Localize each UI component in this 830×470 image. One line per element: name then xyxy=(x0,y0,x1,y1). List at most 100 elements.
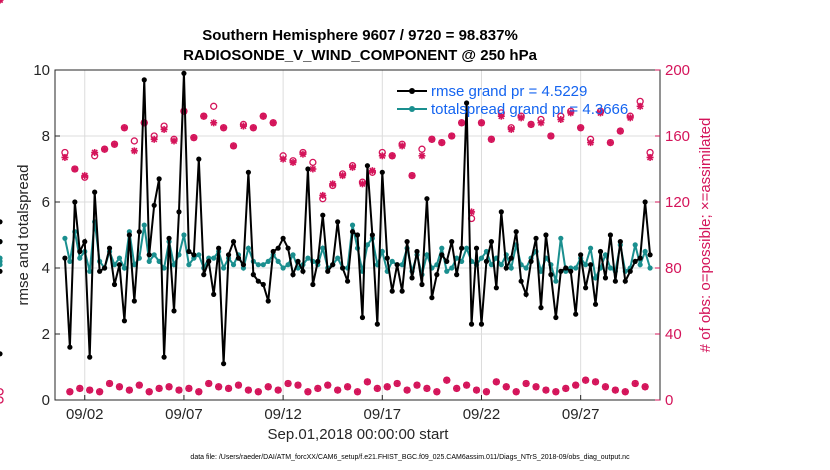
rmse-point xyxy=(77,248,83,255)
marker-stroke xyxy=(627,114,634,122)
marker-stroke xyxy=(131,147,138,155)
marker-stroke xyxy=(349,164,356,171)
assimilated-marker xyxy=(244,386,252,394)
assimilated-marker xyxy=(274,386,282,394)
marker-stroke xyxy=(508,126,515,133)
assimilated-marker xyxy=(552,388,560,396)
assimilated-marker xyxy=(91,149,99,156)
marker-stroke xyxy=(190,134,198,141)
rmse-legend-marker xyxy=(409,88,415,94)
totalspread-point xyxy=(87,268,93,274)
marker-stroke xyxy=(552,388,560,395)
rmse-point xyxy=(513,229,519,235)
assimilated-marker xyxy=(532,383,540,391)
assimilated-marker xyxy=(86,386,94,394)
rmse-point xyxy=(637,255,643,261)
marker-stroke xyxy=(394,380,401,387)
rmse-point xyxy=(240,262,247,268)
x-tick-label: 09/17 xyxy=(364,406,402,423)
marker-stroke xyxy=(61,154,69,161)
marker-stroke xyxy=(448,132,455,140)
totalspread-point xyxy=(131,262,137,268)
y-axis-label-right: # of obs: o=possible; ×=assimilated xyxy=(697,118,714,353)
assimilated-marker xyxy=(120,124,128,132)
totalspread-point xyxy=(146,258,152,264)
rmse-point xyxy=(463,100,470,106)
rmse-point xyxy=(235,255,242,261)
totalspread-point xyxy=(161,265,167,271)
marker-stroke xyxy=(473,386,480,394)
totalspread-point xyxy=(141,222,147,228)
rmse-point xyxy=(414,248,420,255)
rmse-point xyxy=(87,354,93,360)
rmse-point xyxy=(553,314,559,321)
assimilated-marker xyxy=(393,380,401,387)
rmse-point xyxy=(285,245,291,251)
assimilated-marker xyxy=(458,119,466,127)
totalspread-point xyxy=(196,252,202,258)
marker-stroke xyxy=(76,385,83,392)
rmse-point xyxy=(528,258,534,264)
rmse-point xyxy=(503,265,509,271)
assimilated-marker xyxy=(289,158,297,166)
assimilated-marker xyxy=(567,109,575,117)
marker-stroke xyxy=(339,172,346,179)
rmse-point xyxy=(354,232,361,238)
marker-stroke xyxy=(0,0,4,4)
assimilated-marker xyxy=(631,380,639,387)
assimilated-marker xyxy=(626,114,634,122)
totalspread-point xyxy=(181,232,187,238)
left-axis-ticks: 0 2 4 6 8 10 xyxy=(33,62,60,409)
series-lines xyxy=(0,70,653,367)
marker-stroke xyxy=(210,119,217,126)
totalspread-point xyxy=(424,252,430,258)
marker-stroke xyxy=(230,142,237,150)
totalspread-point xyxy=(116,255,123,261)
totalspread-point xyxy=(275,258,281,264)
x-axis-label: Sep.01,2018 00:00:00 start xyxy=(268,426,450,443)
rmse-point xyxy=(429,295,435,301)
assimilated-marker xyxy=(145,388,153,396)
assimilated-marker xyxy=(230,142,238,150)
rmse-legend-label: rmse grand pr = 4.5229 xyxy=(431,83,587,100)
assimilated-marker xyxy=(368,167,376,175)
assimilated-marker xyxy=(403,386,411,394)
rmse-point xyxy=(211,291,217,297)
totalspread-point xyxy=(583,262,589,268)
right-tick-label: 160 xyxy=(665,128,690,145)
marker-stroke xyxy=(384,383,391,390)
marker-stroke xyxy=(463,381,470,389)
rmse-point xyxy=(523,291,529,297)
rmse-point xyxy=(493,285,499,291)
assimilated-marker xyxy=(587,139,595,147)
marker-stroke xyxy=(240,122,247,130)
marker-stroke xyxy=(438,139,445,146)
x-tick-label: 09/02 xyxy=(66,406,104,423)
assimilated-marker xyxy=(314,384,322,392)
assimilated-marker xyxy=(76,384,84,392)
right-tick-label: 200 xyxy=(665,62,690,79)
left-tick-label: 6 xyxy=(42,194,50,211)
rmse-point xyxy=(573,311,579,317)
rmse-point xyxy=(156,176,162,182)
rmse-point xyxy=(82,239,88,245)
rmse-point xyxy=(216,245,222,251)
assimilated-marker xyxy=(294,381,302,389)
x-tick-label: 09/12 xyxy=(264,406,302,423)
rmse-point xyxy=(533,235,539,241)
rmse-point xyxy=(612,278,618,284)
marker-stroke xyxy=(304,388,312,395)
marker-stroke xyxy=(334,386,341,394)
assimilated-marker xyxy=(215,383,223,391)
rmse-point xyxy=(369,232,375,238)
marker-stroke xyxy=(195,388,202,395)
marker-stroke xyxy=(389,152,396,159)
assimilated-marker xyxy=(582,376,590,384)
assimilated-marker xyxy=(125,386,133,394)
totalspread-point xyxy=(488,262,494,268)
assimilated-marker xyxy=(373,384,381,392)
right-tick-label: 120 xyxy=(665,194,690,211)
totalspread-point xyxy=(632,242,638,248)
marker-stroke xyxy=(215,383,222,390)
rmse-point xyxy=(379,169,385,175)
